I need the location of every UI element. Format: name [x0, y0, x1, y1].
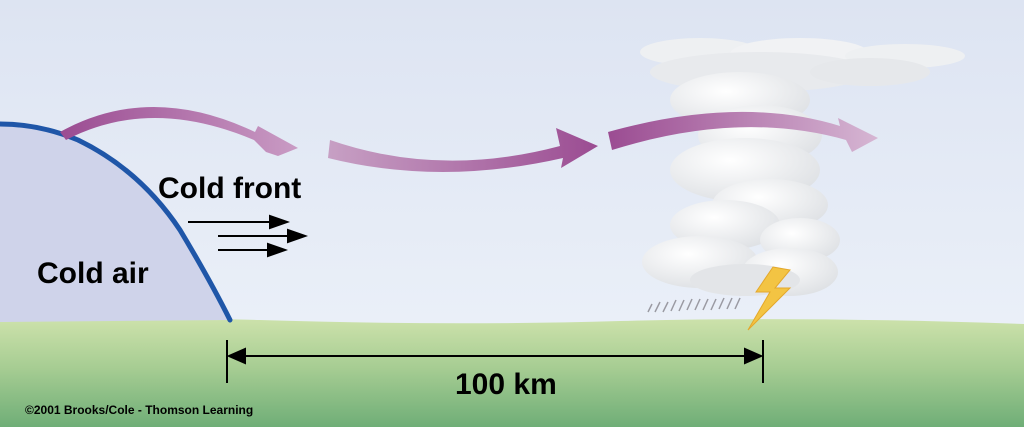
- front-motion-arrows: [188, 214, 309, 258]
- flow-arrow-2: [328, 128, 598, 172]
- cold-air-label: Cold air: [37, 257, 149, 290]
- distance-scale: [226, 340, 764, 383]
- cold-air-mass: [0, 124, 230, 322]
- cold-front-boundary: [0, 121, 233, 323]
- upper-air-flow: [60, 107, 878, 172]
- flow-arrow-1: [60, 107, 298, 156]
- cold-front-label: Cold front: [158, 172, 302, 205]
- flow-arrow-3: [608, 111, 878, 152]
- copyright-text: ©2001 Brooks/Cole - Thomson Learning: [25, 403, 254, 417]
- distance-label: 100 km: [455, 368, 557, 401]
- ground: [0, 318, 1024, 427]
- rain-icon: [647, 297, 741, 313]
- lightning-bolt-icon: [747, 266, 792, 331]
